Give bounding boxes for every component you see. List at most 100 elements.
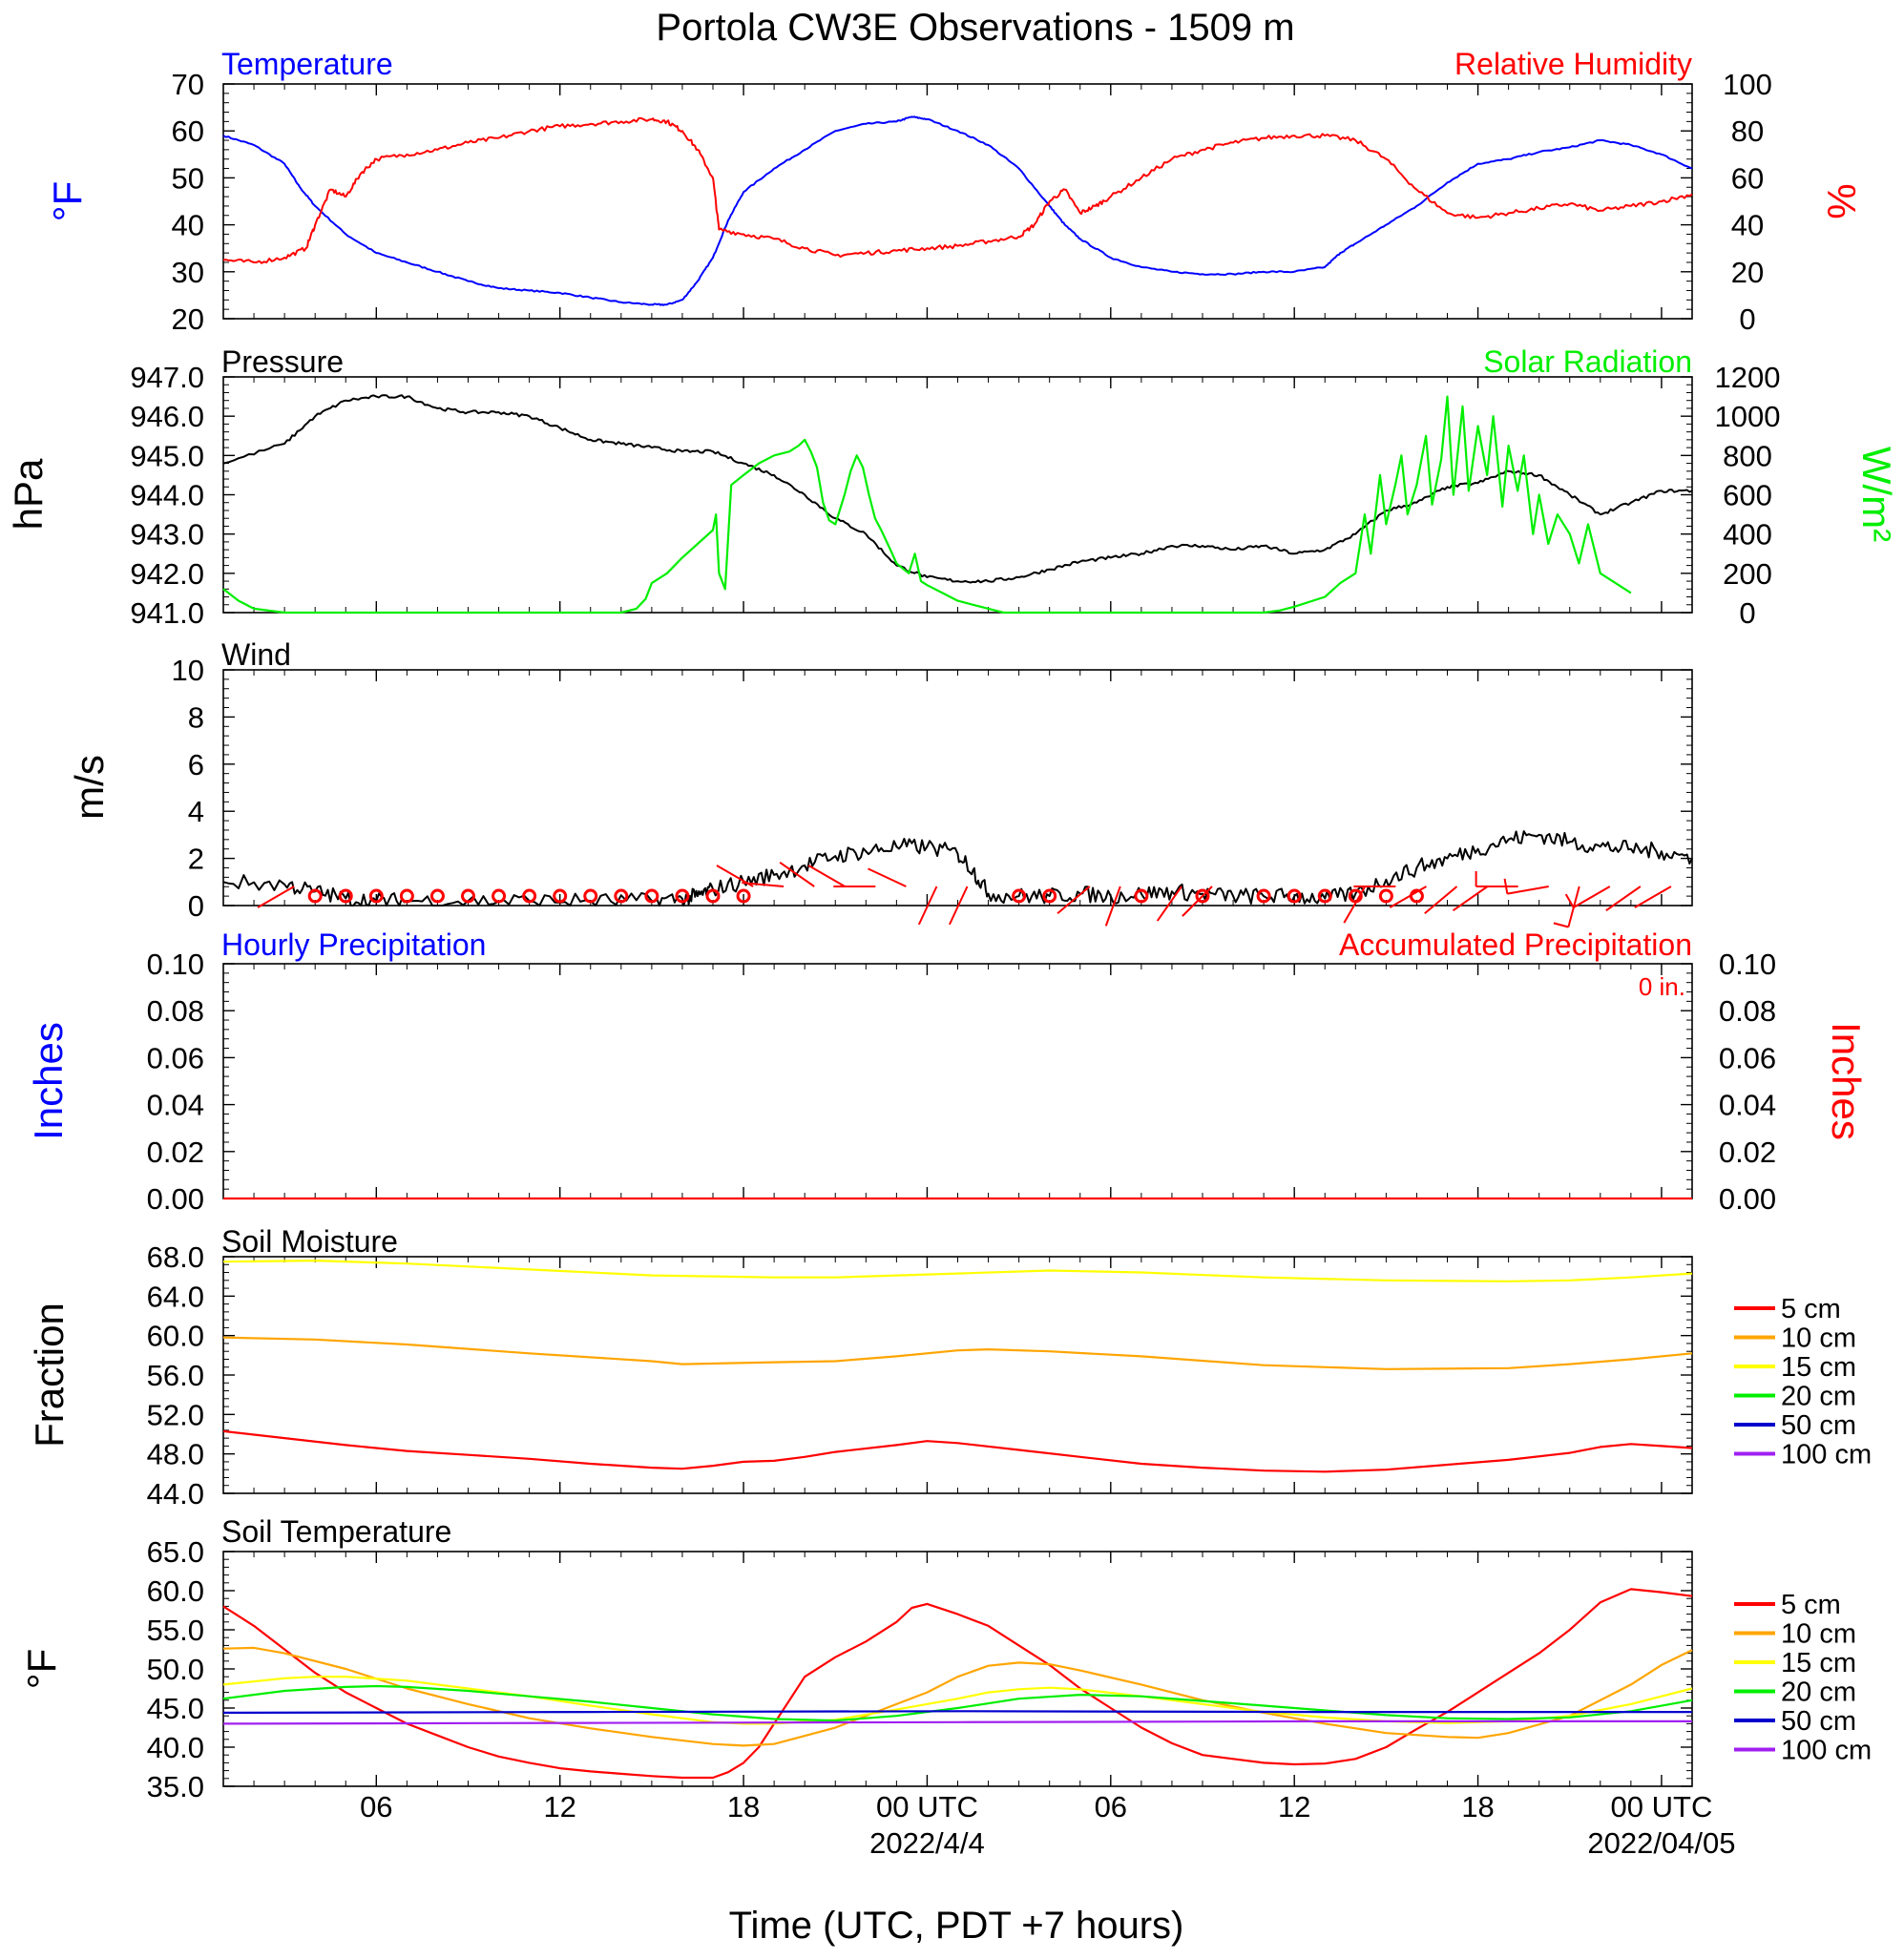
y-tick-label: 60 bbox=[172, 115, 204, 148]
left-axis-label: m/s bbox=[67, 755, 112, 820]
y-tick-label: 55.0 bbox=[147, 1614, 204, 1647]
left-panel-title: Hourly Precipitation bbox=[221, 927, 486, 962]
y-right-tick-label: 200 bbox=[1723, 557, 1772, 591]
series-line-5-5 bbox=[222, 1719, 1692, 1725]
wind-barb bbox=[1343, 886, 1367, 924]
wind-barb-flag bbox=[1564, 893, 1575, 908]
y-tick-label: 4 bbox=[188, 795, 204, 828]
panel-frame bbox=[222, 376, 1693, 614]
legend-label: 100 cm bbox=[1781, 1736, 1872, 1766]
y-right-tick-label: 20 bbox=[1731, 256, 1764, 289]
series-line-1-1 bbox=[222, 395, 1632, 615]
calm-wind-marker bbox=[553, 888, 568, 904]
panel-soil-temp: Soil Temperature °F 65.0 60.0 55.0 50.0 45.0… bbox=[19, 1514, 1872, 1860]
y-right-tick-label: 0 bbox=[1739, 302, 1755, 336]
left-axis-label: Fraction bbox=[27, 1303, 72, 1448]
right-panel-title: Accumulated Precipitation bbox=[1339, 927, 1692, 962]
wind-barb bbox=[868, 867, 907, 887]
legend-label: 20 cm bbox=[1781, 1382, 1856, 1412]
calm-wind-marker bbox=[307, 888, 323, 904]
wind-barb bbox=[1156, 886, 1182, 922]
right-axis-label: % bbox=[1819, 183, 1864, 219]
wind-barb bbox=[779, 861, 815, 887]
y-right-tick-label: 0.10 bbox=[1719, 948, 1776, 981]
wind-barb bbox=[1573, 886, 1611, 908]
panel-frame bbox=[222, 963, 1693, 1199]
y-tick-label: 0 bbox=[188, 889, 204, 923]
x-date-label: 2022/4/4 bbox=[869, 1826, 985, 1860]
y-right-tick-label: 60 bbox=[1731, 161, 1764, 195]
y-right-tick-label: 0.04 bbox=[1719, 1089, 1776, 1122]
panel-frame bbox=[222, 83, 1693, 320]
calm-wind-marker bbox=[1012, 888, 1027, 904]
x-tick-label: 00 UTC bbox=[876, 1790, 978, 1824]
y-right-tick-label: 80 bbox=[1731, 115, 1764, 148]
y-tick-label: 8 bbox=[188, 700, 204, 734]
wind-barb bbox=[257, 886, 295, 908]
y-right-tick-label: 1200 bbox=[1715, 361, 1781, 394]
calm-wind-marker bbox=[461, 888, 475, 904]
legend-label: 5 cm bbox=[1781, 1294, 1841, 1324]
y-tick-label: 45.0 bbox=[147, 1692, 204, 1725]
y-tick-label: 10 bbox=[172, 654, 204, 687]
y-tick-label: 48.0 bbox=[147, 1438, 204, 1471]
calm-wind-marker bbox=[1042, 888, 1057, 904]
y-tick-label: 20 bbox=[172, 302, 204, 336]
legend-label: 50 cm bbox=[1781, 1410, 1856, 1441]
wind-barb bbox=[1104, 886, 1121, 927]
series-line-0-0 bbox=[222, 115, 1693, 306]
y-tick-label: 6 bbox=[188, 748, 204, 782]
x-tick-label: 00 UTC bbox=[1611, 1790, 1713, 1824]
legend-label: 10 cm bbox=[1781, 1323, 1856, 1354]
right-axis-label: Inches bbox=[1824, 1022, 1869, 1140]
y-right-tick-label: 0.06 bbox=[1719, 1041, 1776, 1074]
y-tick-label: 60.0 bbox=[147, 1320, 204, 1353]
panel-precip: Hourly Precipitation Accumulated Precipi… bbox=[26, 927, 1869, 1216]
legend-label: 50 cm bbox=[1781, 1706, 1856, 1737]
legend-label: 5 cm bbox=[1781, 1590, 1841, 1620]
left-panel-title: Pressure bbox=[221, 344, 344, 379]
calm-wind-marker bbox=[338, 888, 353, 904]
y-tick-label: 0.02 bbox=[147, 1136, 204, 1169]
x-tick-label: 18 bbox=[727, 1790, 760, 1824]
y-right-tick-label: 600 bbox=[1723, 479, 1772, 512]
wind-barb-flag bbox=[1553, 922, 1569, 928]
y-tick-label: 40 bbox=[172, 209, 204, 242]
left-axis-label: °F bbox=[19, 1649, 64, 1689]
series-line-5-3 bbox=[222, 1684, 1693, 1722]
y-tick-label: 60.0 bbox=[147, 1574, 204, 1608]
calm-wind-marker bbox=[1317, 888, 1332, 904]
series-line-5-4 bbox=[222, 1710, 1692, 1714]
y-tick-label: 2 bbox=[188, 843, 204, 876]
panel-frame bbox=[222, 1551, 1693, 1787]
calm-wind-marker bbox=[614, 888, 629, 904]
y-right-tick-label: 0 bbox=[1739, 596, 1755, 630]
left-panel-title: Wind bbox=[221, 637, 291, 672]
y-tick-label: 56.0 bbox=[147, 1359, 204, 1392]
left-panel-title: Temperature bbox=[221, 47, 393, 81]
calm-wind-marker bbox=[675, 888, 690, 904]
x-tick-label: 12 bbox=[1278, 1790, 1310, 1824]
calm-wind-marker bbox=[1134, 888, 1149, 904]
calm-wind-marker bbox=[399, 888, 414, 904]
panel-soil-moisture: Soil Moisture Fraction 68.0 64.0 60.0 56.0 5… bbox=[27, 1224, 1872, 1511]
y-tick-label: 0.06 bbox=[147, 1041, 204, 1074]
y-tick-label: 943.0 bbox=[130, 518, 204, 552]
calm-wind-marker bbox=[583, 888, 598, 904]
left-panel-title: Soil Temperature bbox=[221, 1514, 451, 1549]
x-tick-label: 06 bbox=[1095, 1790, 1127, 1824]
y-tick-label: 946.0 bbox=[130, 400, 204, 433]
calm-wind-marker bbox=[492, 888, 507, 904]
y-right-tick-label: 400 bbox=[1723, 518, 1772, 552]
panel-wind: Wind m/s 10 8 6 4 2 0 bbox=[67, 637, 1693, 928]
figure-title: Portola CW3E Observations - 1509 m bbox=[656, 7, 1294, 49]
y-right-tick-label: 0.00 bbox=[1719, 1182, 1776, 1216]
y-tick-label: 50.0 bbox=[147, 1653, 204, 1686]
series-line-4-2 bbox=[222, 1429, 1693, 1473]
calm-wind-marker bbox=[705, 888, 721, 904]
series-line-5-0 bbox=[222, 1588, 1693, 1780]
y-tick-label: 44.0 bbox=[147, 1477, 204, 1511]
calm-wind-marker bbox=[1287, 888, 1302, 904]
y-tick-label: 40.0 bbox=[147, 1731, 204, 1764]
legend-label: 20 cm bbox=[1781, 1678, 1856, 1708]
